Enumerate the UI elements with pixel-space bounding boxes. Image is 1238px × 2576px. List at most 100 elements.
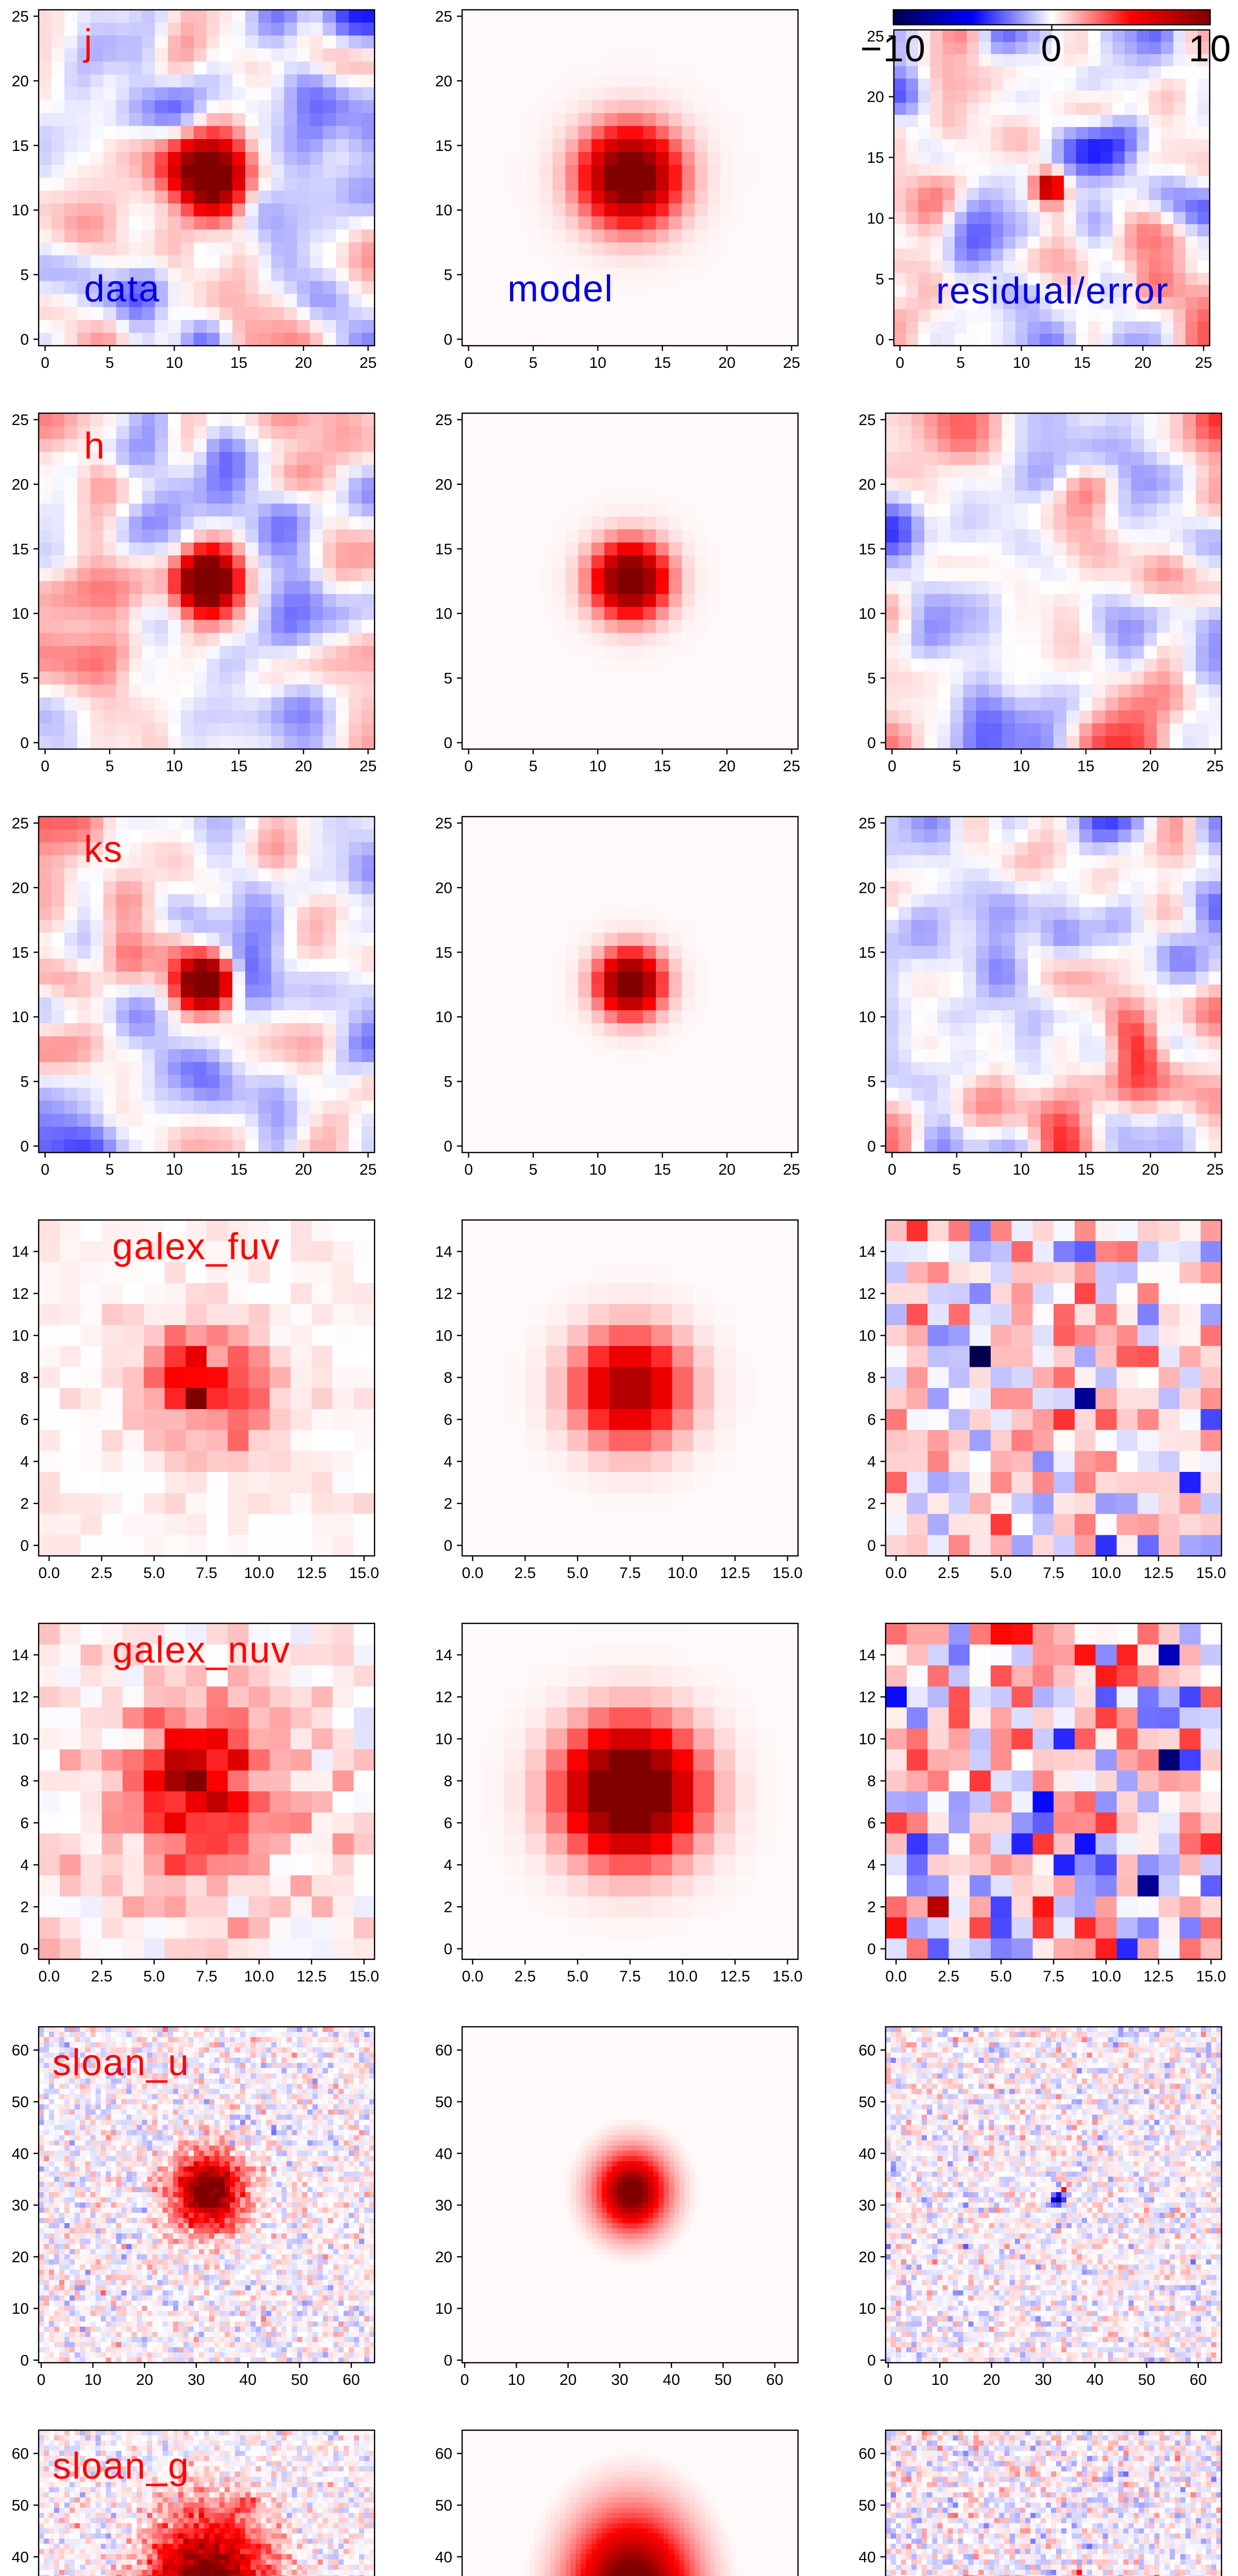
- svg-text:sloan_g: sloan_g: [53, 2446, 190, 2487]
- svg-text:8: 8: [867, 1369, 876, 1386]
- svg-text:2.5: 2.5: [91, 1968, 112, 1985]
- svg-text:10: 10: [12, 2300, 29, 2317]
- svg-text:25: 25: [360, 354, 377, 371]
- svg-text:8: 8: [444, 1773, 452, 1790]
- svg-text:50: 50: [1138, 2371, 1155, 2388]
- svg-text:15: 15: [859, 944, 876, 961]
- svg-text:14: 14: [435, 1647, 452, 1664]
- svg-text:20: 20: [12, 476, 29, 493]
- svg-text:0: 0: [41, 758, 49, 775]
- svg-text:20: 20: [859, 476, 876, 493]
- svg-text:0.0: 0.0: [39, 1968, 60, 1985]
- svg-text:14: 14: [12, 1647, 29, 1664]
- svg-text:14: 14: [859, 1244, 876, 1261]
- svg-text:10: 10: [435, 2300, 452, 2317]
- svg-text:5.0: 5.0: [143, 1565, 165, 1582]
- svg-text:20: 20: [435, 879, 452, 896]
- svg-text:2: 2: [867, 1496, 876, 1513]
- svg-text:0: 0: [41, 354, 49, 371]
- svg-text:15: 15: [230, 758, 247, 775]
- svg-text:15: 15: [1074, 354, 1091, 371]
- svg-text:7.5: 7.5: [196, 1565, 217, 1582]
- svg-text:7.5: 7.5: [619, 1968, 641, 1985]
- svg-text:2: 2: [444, 1899, 452, 1916]
- svg-text:12: 12: [435, 1285, 452, 1302]
- svg-text:40: 40: [12, 2145, 29, 2162]
- svg-text:0: 0: [464, 1161, 473, 1178]
- svg-text:2.5: 2.5: [91, 1565, 112, 1582]
- svg-text:5.0: 5.0: [990, 1968, 1012, 1985]
- svg-text:10: 10: [1013, 1161, 1030, 1178]
- svg-text:0: 0: [867, 1537, 876, 1554]
- svg-text:4: 4: [444, 1453, 452, 1470]
- svg-text:4: 4: [444, 1857, 452, 1874]
- svg-text:8: 8: [444, 1369, 452, 1386]
- svg-text:20: 20: [1134, 354, 1151, 371]
- svg-text:10: 10: [589, 1161, 606, 1178]
- svg-text:12.5: 12.5: [1144, 1565, 1174, 1582]
- svg-text:50: 50: [12, 2094, 29, 2111]
- svg-text:0: 0: [888, 758, 896, 775]
- svg-text:5: 5: [106, 1161, 114, 1178]
- svg-text:60: 60: [435, 2042, 452, 2059]
- svg-text:5: 5: [106, 354, 114, 371]
- svg-text:0: 0: [464, 758, 473, 775]
- svg-text:20: 20: [435, 73, 452, 90]
- svg-text:5: 5: [444, 267, 452, 284]
- svg-text:20: 20: [295, 758, 312, 775]
- svg-text:10.0: 10.0: [1091, 1565, 1121, 1582]
- svg-text:2.5: 2.5: [514, 1968, 536, 1985]
- svg-text:0: 0: [444, 1941, 452, 1958]
- svg-text:40: 40: [240, 2371, 257, 2388]
- svg-text:50: 50: [435, 2497, 452, 2514]
- svg-text:15.0: 15.0: [349, 1968, 379, 1985]
- svg-text:10: 10: [1013, 354, 1030, 371]
- svg-text:7.5: 7.5: [619, 1565, 641, 1582]
- svg-text:14: 14: [435, 1244, 452, 1261]
- svg-text:15.0: 15.0: [772, 1565, 802, 1582]
- svg-text:2: 2: [20, 1899, 29, 1916]
- svg-text:5.0: 5.0: [990, 1565, 1012, 1582]
- svg-text:galex_fuv: galex_fuv: [112, 1226, 280, 1267]
- svg-text:0: 0: [444, 1138, 452, 1155]
- svg-text:4: 4: [867, 1857, 876, 1874]
- svg-text:15.0: 15.0: [1196, 1565, 1226, 1582]
- svg-text:25: 25: [1207, 1161, 1224, 1178]
- svg-text:0: 0: [20, 735, 29, 752]
- svg-text:5: 5: [20, 1074, 29, 1091]
- svg-text:2: 2: [867, 1899, 876, 1916]
- svg-text:40: 40: [663, 2371, 680, 2388]
- svg-text:15: 15: [654, 354, 671, 371]
- svg-text:50: 50: [859, 2497, 876, 2514]
- svg-text:10: 10: [166, 1161, 183, 1178]
- svg-text:20: 20: [718, 758, 735, 775]
- svg-text:0: 0: [867, 735, 876, 752]
- svg-text:5: 5: [20, 267, 29, 284]
- svg-text:10: 10: [435, 202, 452, 219]
- svg-text:40: 40: [859, 2549, 876, 2566]
- svg-text:30: 30: [611, 2371, 628, 2388]
- svg-text:0.0: 0.0: [39, 1565, 60, 1582]
- svg-text:10: 10: [12, 605, 29, 622]
- svg-text:5.0: 5.0: [567, 1565, 588, 1582]
- svg-text:10.0: 10.0: [668, 1968, 698, 1985]
- svg-text:5.0: 5.0: [143, 1968, 165, 1985]
- svg-text:40: 40: [12, 2549, 29, 2566]
- svg-text:0.0: 0.0: [462, 1968, 484, 1985]
- svg-text:12: 12: [859, 1285, 876, 1302]
- svg-text:−10: −10: [860, 28, 926, 70]
- svg-text:30: 30: [1035, 2371, 1052, 2388]
- svg-text:10: 10: [1189, 28, 1232, 70]
- svg-text:10: 10: [12, 202, 29, 219]
- svg-text:12.5: 12.5: [720, 1565, 750, 1582]
- svg-text:0: 0: [867, 1138, 876, 1155]
- svg-text:10: 10: [435, 1328, 452, 1345]
- svg-text:12: 12: [12, 1689, 29, 1706]
- svg-text:10.0: 10.0: [244, 1968, 274, 1985]
- svg-text:0: 0: [20, 1537, 29, 1554]
- svg-text:20: 20: [867, 89, 884, 106]
- svg-text:0: 0: [461, 2371, 469, 2388]
- svg-text:5: 5: [529, 1161, 538, 1178]
- svg-text:20: 20: [435, 476, 452, 493]
- svg-text:50: 50: [12, 2497, 29, 2514]
